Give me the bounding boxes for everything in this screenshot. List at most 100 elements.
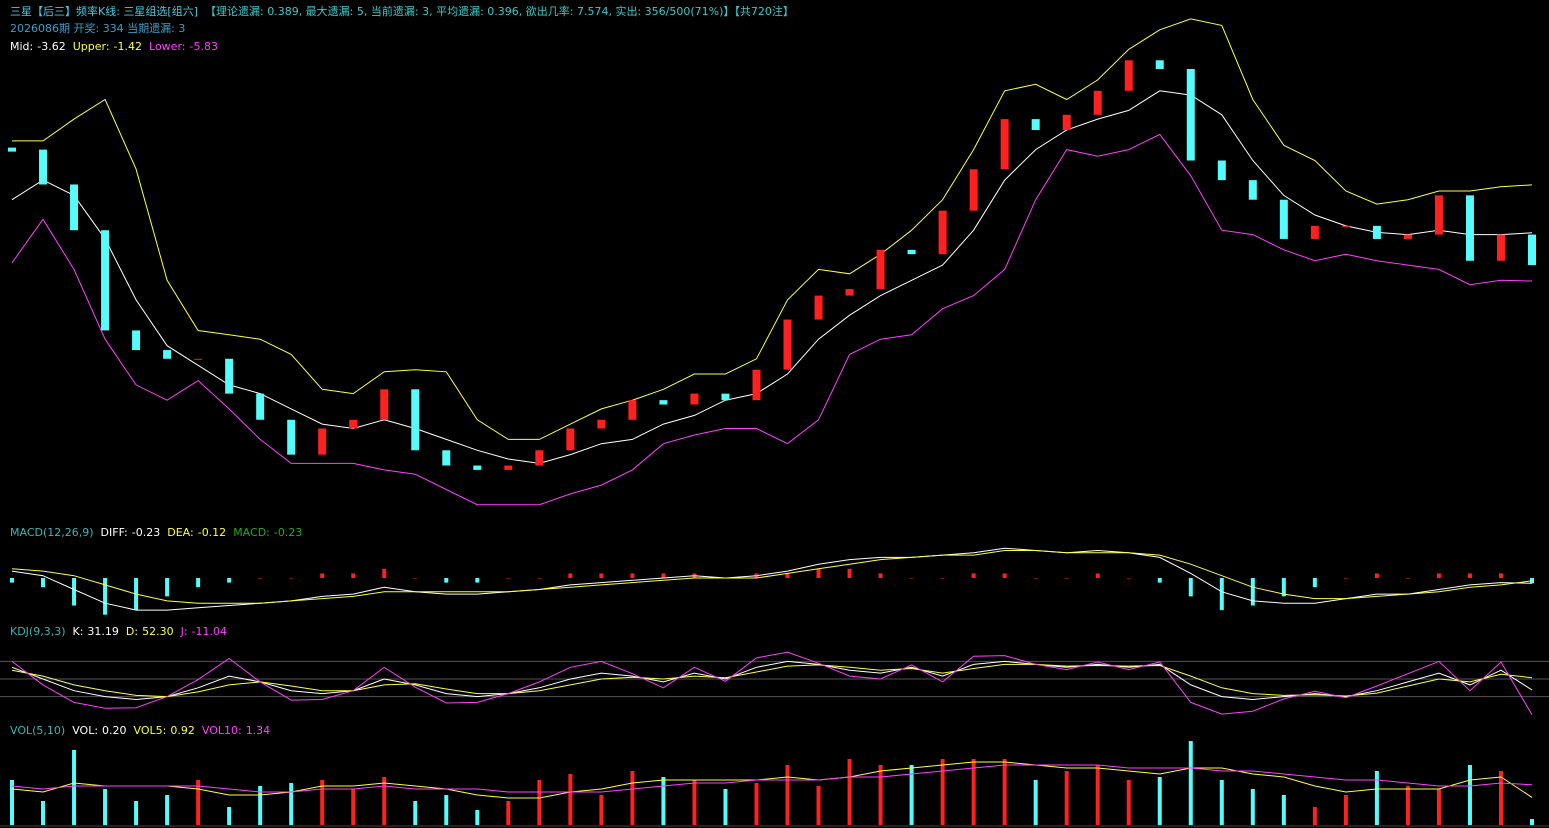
series-line [11,764,1533,793]
bar [1530,578,1534,584]
bar [1033,780,1038,825]
candle [287,419,296,455]
bar [72,578,77,606]
bar [1064,771,1069,825]
bar [1250,789,1255,825]
bar [909,765,914,825]
bar [1498,771,1503,825]
bar [1219,578,1224,611]
bar [878,573,883,578]
readout: J: -11.04 [181,625,227,638]
readout-name: VOL10: [201,724,242,737]
candle [938,210,947,255]
panel-title: KDJ(9,3,3) [10,625,66,638]
candle [70,184,79,231]
candle [814,295,823,320]
series-line [11,547,1533,611]
readout-name: D: [125,625,139,638]
panel-label-row: KDJ(9,3,3) K: 31.19 D: 52.30 J: -11.04 [10,625,227,638]
candle [194,358,203,360]
candle [1031,119,1040,131]
series-line [11,761,1533,799]
readout-value: -0.12 [197,526,227,539]
bar [413,801,418,825]
readout-name: MACD: [233,526,270,539]
readout: Upper: -1.42 [73,40,142,53]
candle [1186,69,1195,161]
bar [1530,819,1534,825]
bar [1312,807,1317,825]
bar [661,777,666,825]
bar [816,568,821,578]
chart-subtitle: 【理论遗漏: 0.389, 最大遗漏: 5, 当前遗漏: 3, 平均遗漏: 0.… [205,5,794,18]
bar [1343,795,1348,825]
bar [599,573,604,578]
bar [1250,578,1255,606]
bar [382,568,387,578]
panel-title: MACD(12,26,9) [10,526,94,539]
bar [909,578,914,579]
candle [411,389,420,451]
bar [475,578,480,583]
bar [630,573,635,578]
bar [444,795,449,825]
candle [907,249,916,255]
candle [318,428,327,455]
info: 2026086期 开奖: 334 当期遗漏: 3 [10,22,186,35]
candle [1093,90,1102,115]
bar [165,578,170,597]
candle [380,389,389,420]
bar [1405,786,1410,825]
readout: VOL: 0.20 [72,724,126,737]
readout-value: 31.19 [87,625,119,638]
bar [1064,578,1069,579]
bar [227,578,232,583]
candle [690,393,699,405]
bar [351,573,356,578]
readout: DEA: -0.12 [167,526,226,539]
readout-name: Mid: [10,40,34,53]
bar [1343,578,1348,579]
series-line [12,18,1533,440]
candle [1434,195,1443,235]
bar [10,780,14,825]
candle [628,400,637,420]
panel-title: VOL(5,10) [10,724,66,737]
candle [1248,180,1257,200]
bar [444,578,449,583]
bar [134,801,139,825]
bar [847,759,852,825]
readout-name: Lower: [149,40,186,53]
candle [1372,225,1381,239]
bar [1157,777,1162,825]
candle [504,465,513,470]
readout-value: -0.23 [131,526,161,539]
readout-value: 1.34 [245,724,271,737]
bar [1157,578,1162,583]
candle [256,393,265,420]
panel-label-row: Mid: -3.62 Upper: -1.42 Lower: -5.83 [10,40,218,53]
bar [1126,578,1131,579]
bar [196,780,201,825]
bar [847,568,852,578]
readout-value: 0.20 [102,724,127,737]
candle [752,369,761,401]
bar [1405,578,1410,579]
readout: Mid: -3.62 [10,40,66,53]
candle [8,147,16,152]
bar [103,789,108,825]
bar [1312,578,1317,588]
bar [878,765,883,825]
bar [785,765,790,825]
readout-name: DIFF: [100,526,128,539]
bar [940,759,945,825]
bar [72,750,77,825]
readout: VOL5: 0.92 [134,724,195,737]
bar [599,795,604,825]
bar [1374,771,1379,825]
candle [969,169,978,211]
readout: K: 31.19 [73,625,119,638]
readout-value: -1.42 [113,40,143,53]
